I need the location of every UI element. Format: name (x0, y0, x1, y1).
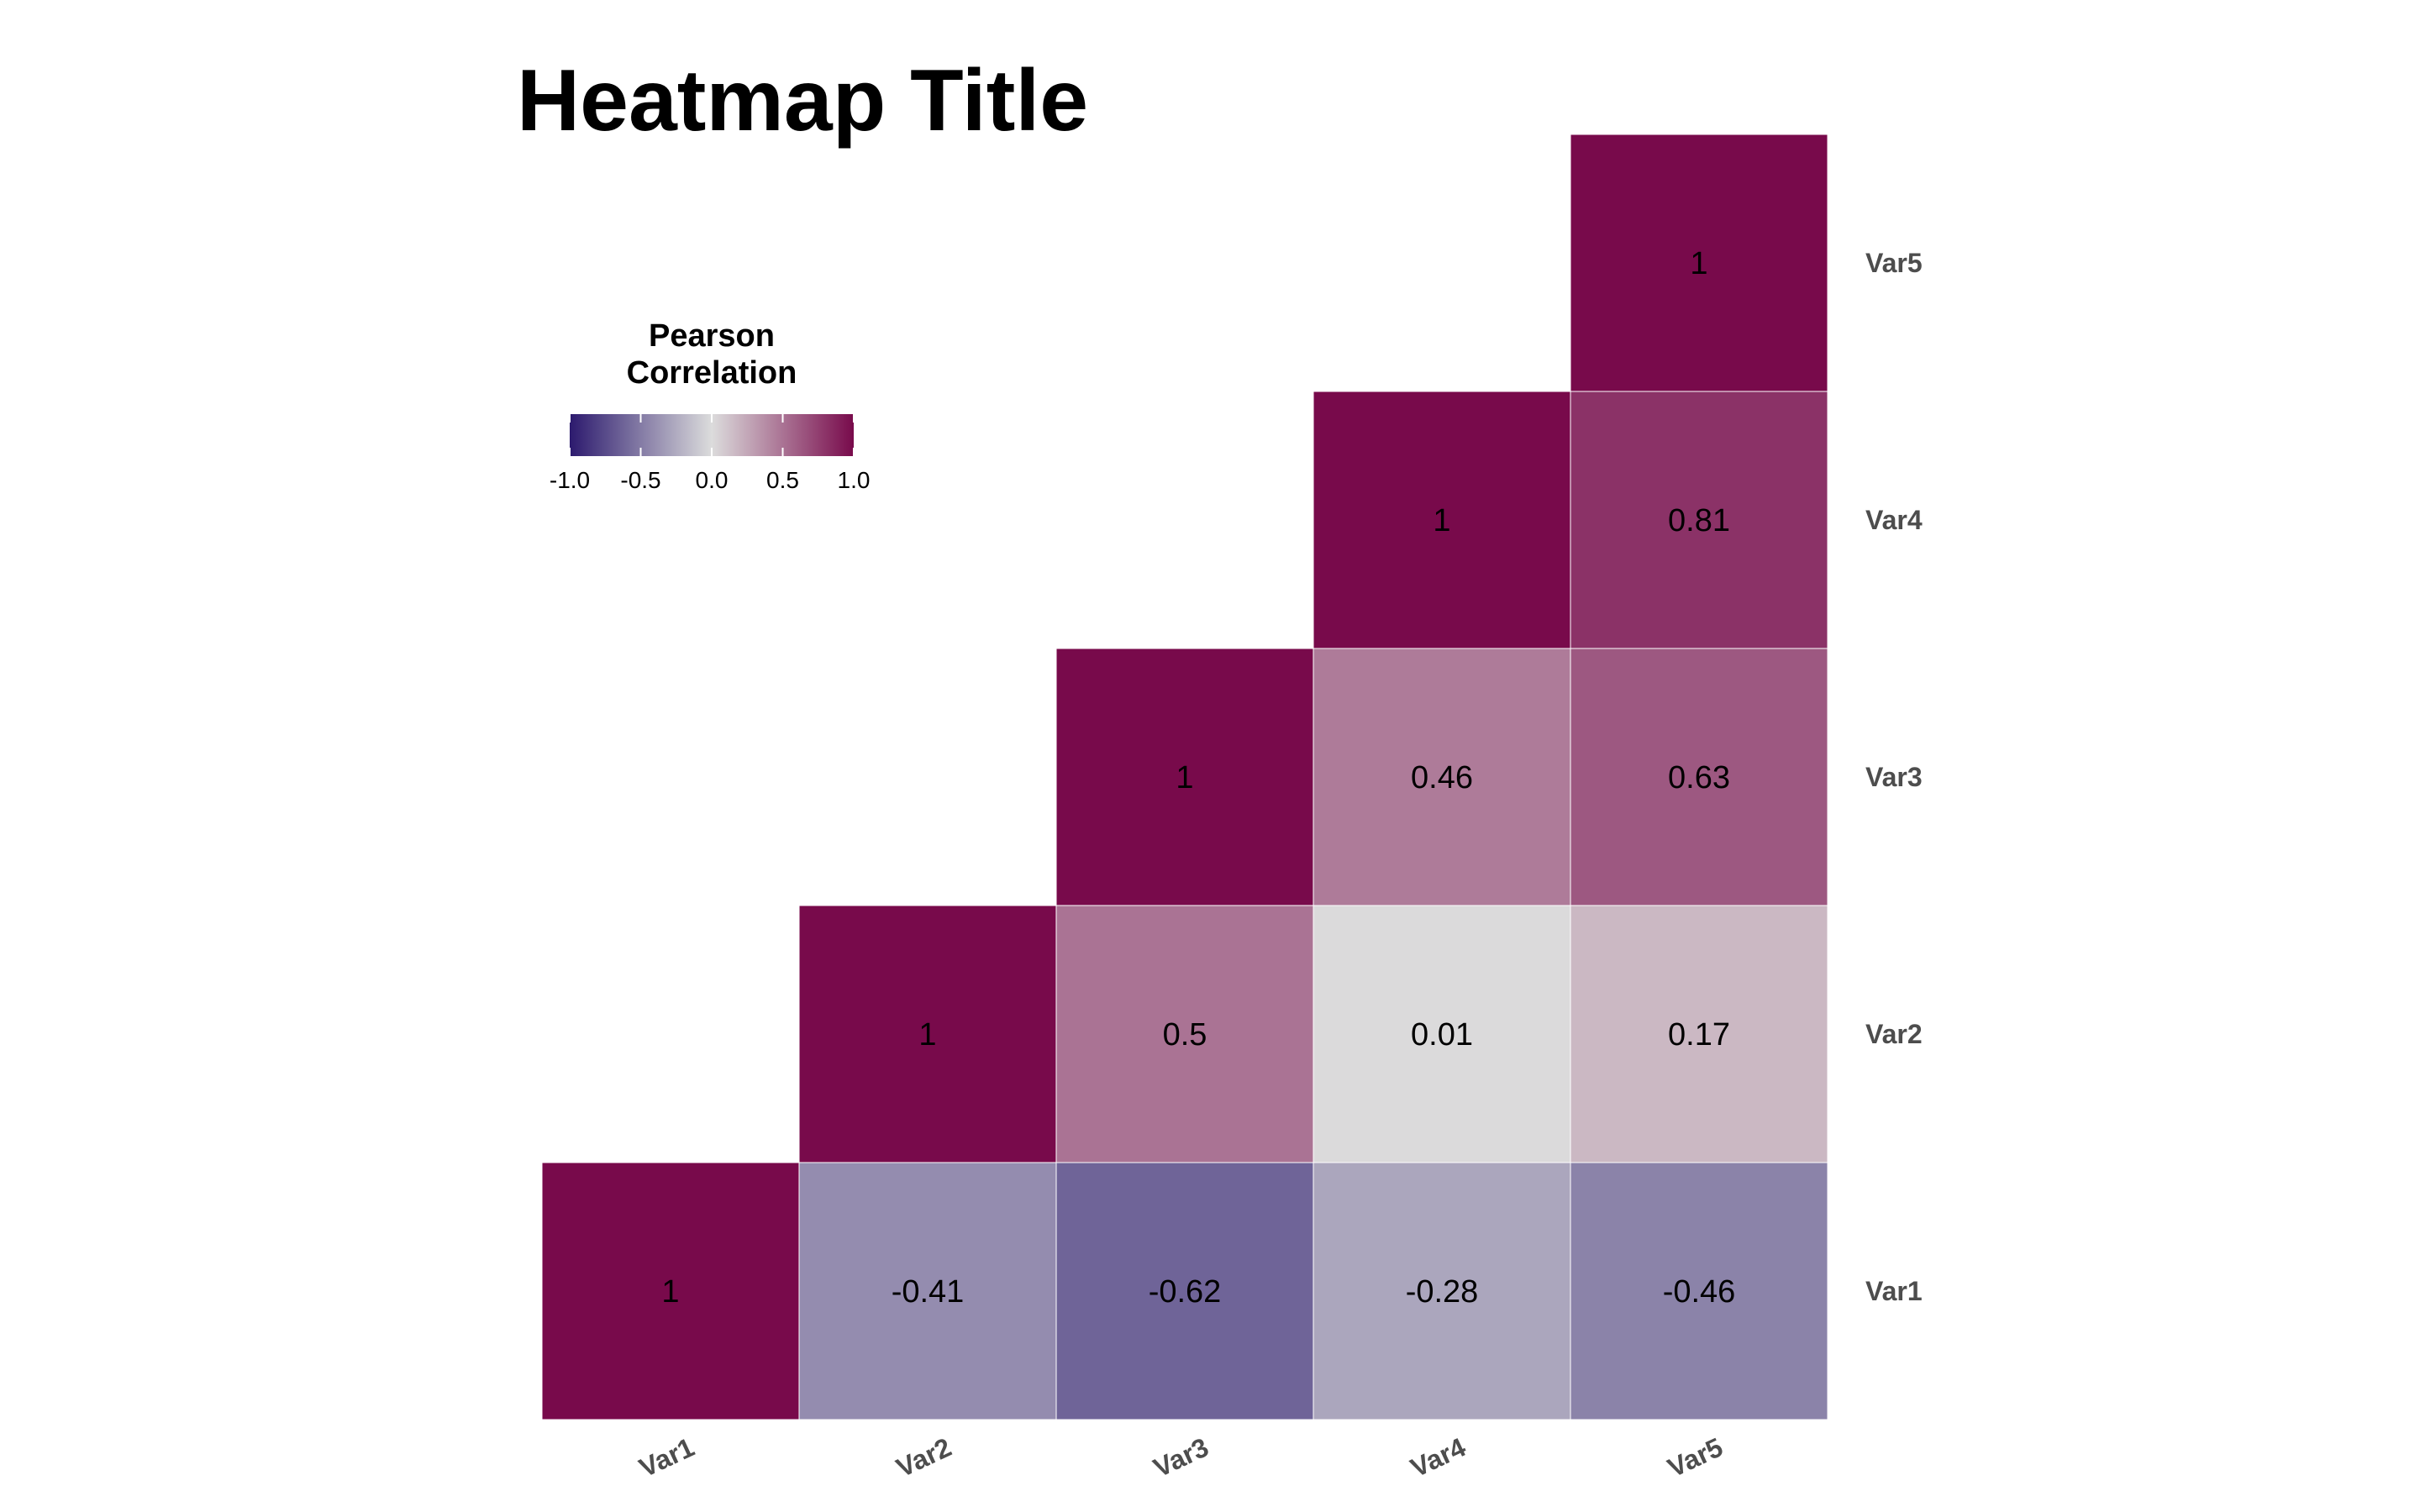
legend-title-line: Pearson (649, 318, 775, 354)
x-tick-label-var3: Var3 (1149, 1431, 1213, 1483)
x-tick-label-var2: Var2 (892, 1431, 956, 1483)
cell-value-label: 1 (661, 1274, 679, 1310)
heatmap-cell-var2-var2 (798, 905, 1057, 1163)
y-tick-label-var5: Var5 (1865, 248, 1923, 278)
heatmap-cell-var5-var2 (1570, 905, 1828, 1163)
chart-title: Heatmap Title (517, 52, 1088, 150)
heatmap-cell-labels: 1 -0.41 -0.62 -0.28 -0.461 0.5 0.01 0.171 0.46 0.… (661, 246, 1735, 1310)
cell-value-label: 1 (918, 1017, 936, 1053)
heatmap-cell-var5-var5 (1570, 134, 1828, 392)
cell-value-label: 0.01 (1411, 1017, 1473, 1053)
cell-value-label: -0.62 (1149, 1274, 1222, 1310)
y-tick-label-var4: Var4 (1865, 505, 1923, 535)
heatmap-cell-var2-var1 (798, 1162, 1057, 1420)
legend-tick-label: 0.5 (766, 467, 799, 493)
heatmap-cell-var3-var3 (1055, 648, 1314, 906)
cell-value-label: -0.28 (1406, 1274, 1479, 1310)
heatmap-cell-var4-var4 (1313, 391, 1571, 649)
x-axis: Var1 Var2 Var3 Var4 Var5 (634, 1431, 1728, 1483)
y-axis: Var1 Var2 Var3 Var4 Var5 (1865, 248, 1923, 1306)
cell-value-label: -0.46 (1663, 1274, 1736, 1310)
heatmap-cell-var1-var1 (541, 1162, 800, 1420)
legend-tick-label: -0.5 (620, 467, 660, 493)
cell-value-label: 0.46 (1411, 760, 1473, 795)
cell-value-label: 1 (1690, 246, 1707, 281)
x-tick-label-var1: Var1 (634, 1431, 699, 1483)
y-tick-label-var1: Var1 (1865, 1276, 1923, 1306)
y-tick-label-var3: Var3 (1865, 762, 1923, 792)
y-tick-label-var2: Var2 (1865, 1019, 1923, 1049)
cell-value-label: 0.5 (1163, 1017, 1207, 1053)
legend-tick-label: 0.0 (696, 467, 729, 493)
x-tick-label-var5: Var5 (1663, 1431, 1728, 1483)
cell-value-label: 1 (1176, 760, 1193, 795)
legend-tick-label: 1.0 (838, 467, 871, 493)
x-tick-label-var4: Var4 (1406, 1431, 1470, 1483)
legend-tick-label: -1.0 (550, 467, 590, 493)
cell-value-label: 0.81 (1668, 503, 1730, 538)
heatmap-cell-var4-var1 (1313, 1162, 1571, 1420)
heatmap-cell-var3-var2 (1055, 905, 1314, 1163)
cell-value-label: -0.41 (892, 1274, 965, 1310)
legend-title-line: Correlation (627, 355, 797, 391)
cell-value-label: 1 (1433, 503, 1450, 538)
heatmap-cells (541, 134, 1828, 1420)
heatmap-cell-var5-var1 (1570, 1162, 1828, 1420)
cell-value-label: 0.63 (1668, 760, 1730, 795)
heatmap-cell-var5-var3 (1570, 648, 1828, 906)
heatmap-cell-var4-var2 (1313, 905, 1571, 1163)
cell-value-label: 0.17 (1668, 1017, 1730, 1053)
